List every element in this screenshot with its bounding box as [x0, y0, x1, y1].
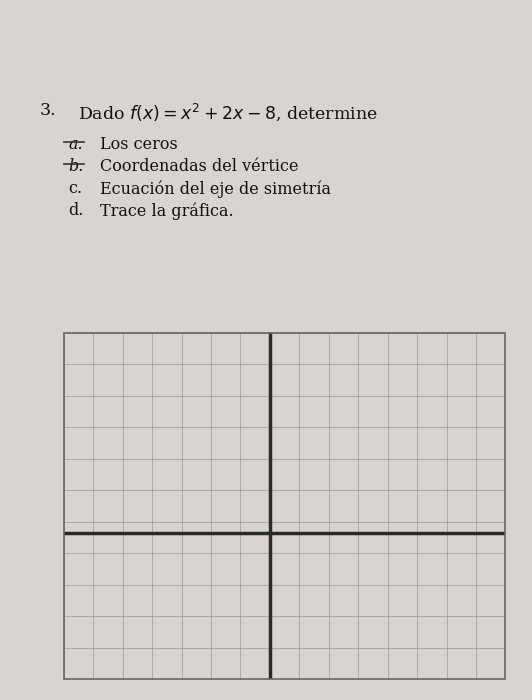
Text: Trace la gráfica.: Trace la gráfica. [100, 202, 234, 220]
Text: a.: a. [68, 136, 82, 153]
Text: b.: b. [68, 158, 84, 175]
Text: Dado $f(x) = x^2 + 2x - 8$, determine: Dado $f(x) = x^2 + 2x - 8$, determine [78, 102, 378, 123]
Text: Coordenadas del vértice: Coordenadas del vértice [100, 158, 298, 175]
Text: d.: d. [68, 202, 84, 219]
Text: Ecuación del eje de simetría: Ecuación del eje de simetría [100, 180, 331, 197]
Text: c.: c. [68, 180, 82, 197]
Text: 3.: 3. [40, 102, 56, 119]
Text: Los ceros: Los ceros [100, 136, 178, 153]
